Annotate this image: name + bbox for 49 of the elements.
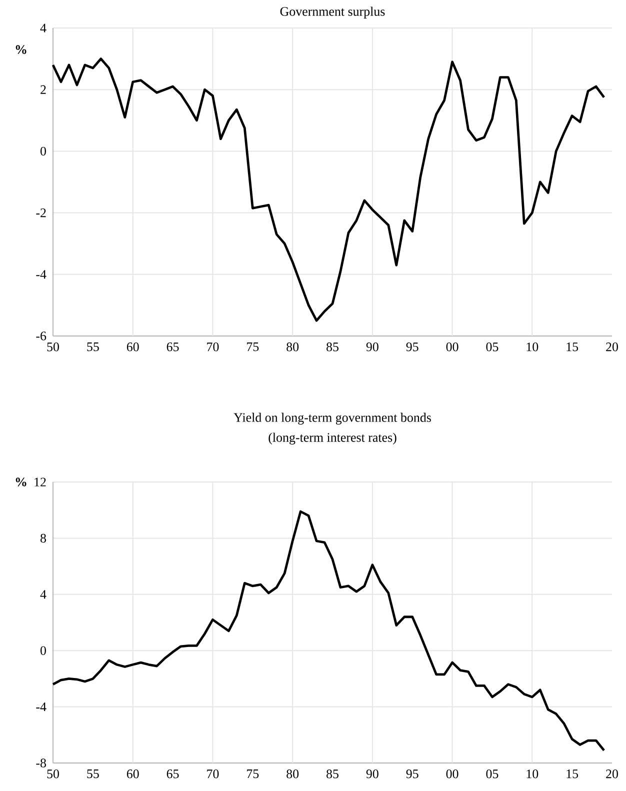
y-tick-label: 8 — [40, 534, 46, 543]
x-tick-label: 60 — [126, 342, 139, 352]
x-tick-label: 10 — [526, 770, 538, 778]
x-tick-label: 90 — [366, 342, 378, 352]
y-tick-label: -2 — [36, 208, 46, 218]
chart-title: Government surplus — [280, 6, 385, 18]
x-tick-label: 00 — [446, 770, 458, 778]
y-tick-label: 0 — [40, 146, 46, 156]
x-tick-label: 10 — [526, 342, 538, 352]
x-tick-label: 95 — [406, 770, 418, 778]
x-tick-label: 50 — [47, 342, 59, 352]
y-axis-title: % — [16, 45, 26, 54]
x-tick-label: 05 — [486, 342, 498, 352]
x-tick-label: 80 — [286, 342, 299, 352]
chart-subtitle: (long-term interest rates) — [268, 432, 396, 444]
x-tick-label: 15 — [566, 342, 578, 352]
x-tick-label: 95 — [406, 342, 418, 352]
y-tick-label: 12 — [34, 478, 46, 486]
x-tick-label: 75 — [247, 342, 259, 352]
y-tick-label: 4 — [40, 590, 46, 599]
x-tick-label: 90 — [366, 770, 378, 778]
x-tick-label: 55 — [87, 342, 99, 352]
y-tick-label: -8 — [36, 758, 46, 768]
x-tick-label: 65 — [166, 770, 179, 778]
x-tick-label: 20 — [606, 770, 618, 778]
x-tick-label: 65 — [166, 342, 179, 352]
x-tick-label: 50 — [47, 770, 59, 778]
x-tick-label: 70 — [207, 770, 219, 778]
x-tick-label: 60 — [126, 770, 139, 778]
x-tick-label: 15 — [566, 770, 578, 778]
x-tick-label: 55 — [87, 770, 99, 778]
x-tick-label: 85 — [326, 342, 338, 352]
y-tick-label: 0 — [40, 646, 46, 655]
x-tick-label: 05 — [486, 770, 498, 778]
y-tick-label: 2 — [40, 85, 46, 94]
x-tick-label: 70 — [207, 342, 219, 352]
chart-title: Yield on long-term government bonds — [234, 412, 431, 425]
line-series — [52, 510, 606, 752]
x-tick-label: 75 — [247, 770, 259, 778]
y-tick-label: -6 — [36, 332, 46, 340]
x-tick-label: 85 — [326, 770, 338, 778]
x-tick-label: 80 — [286, 770, 299, 778]
y-tick-label: 4 — [40, 24, 46, 32]
y-axis-title: % — [16, 478, 26, 486]
y-tick-label: -4 — [36, 270, 46, 279]
x-tick-label: 00 — [446, 342, 458, 352]
x-tick-label: 20 — [606, 342, 618, 352]
line-series — [52, 58, 606, 322]
y-tick-label: -4 — [36, 702, 46, 712]
